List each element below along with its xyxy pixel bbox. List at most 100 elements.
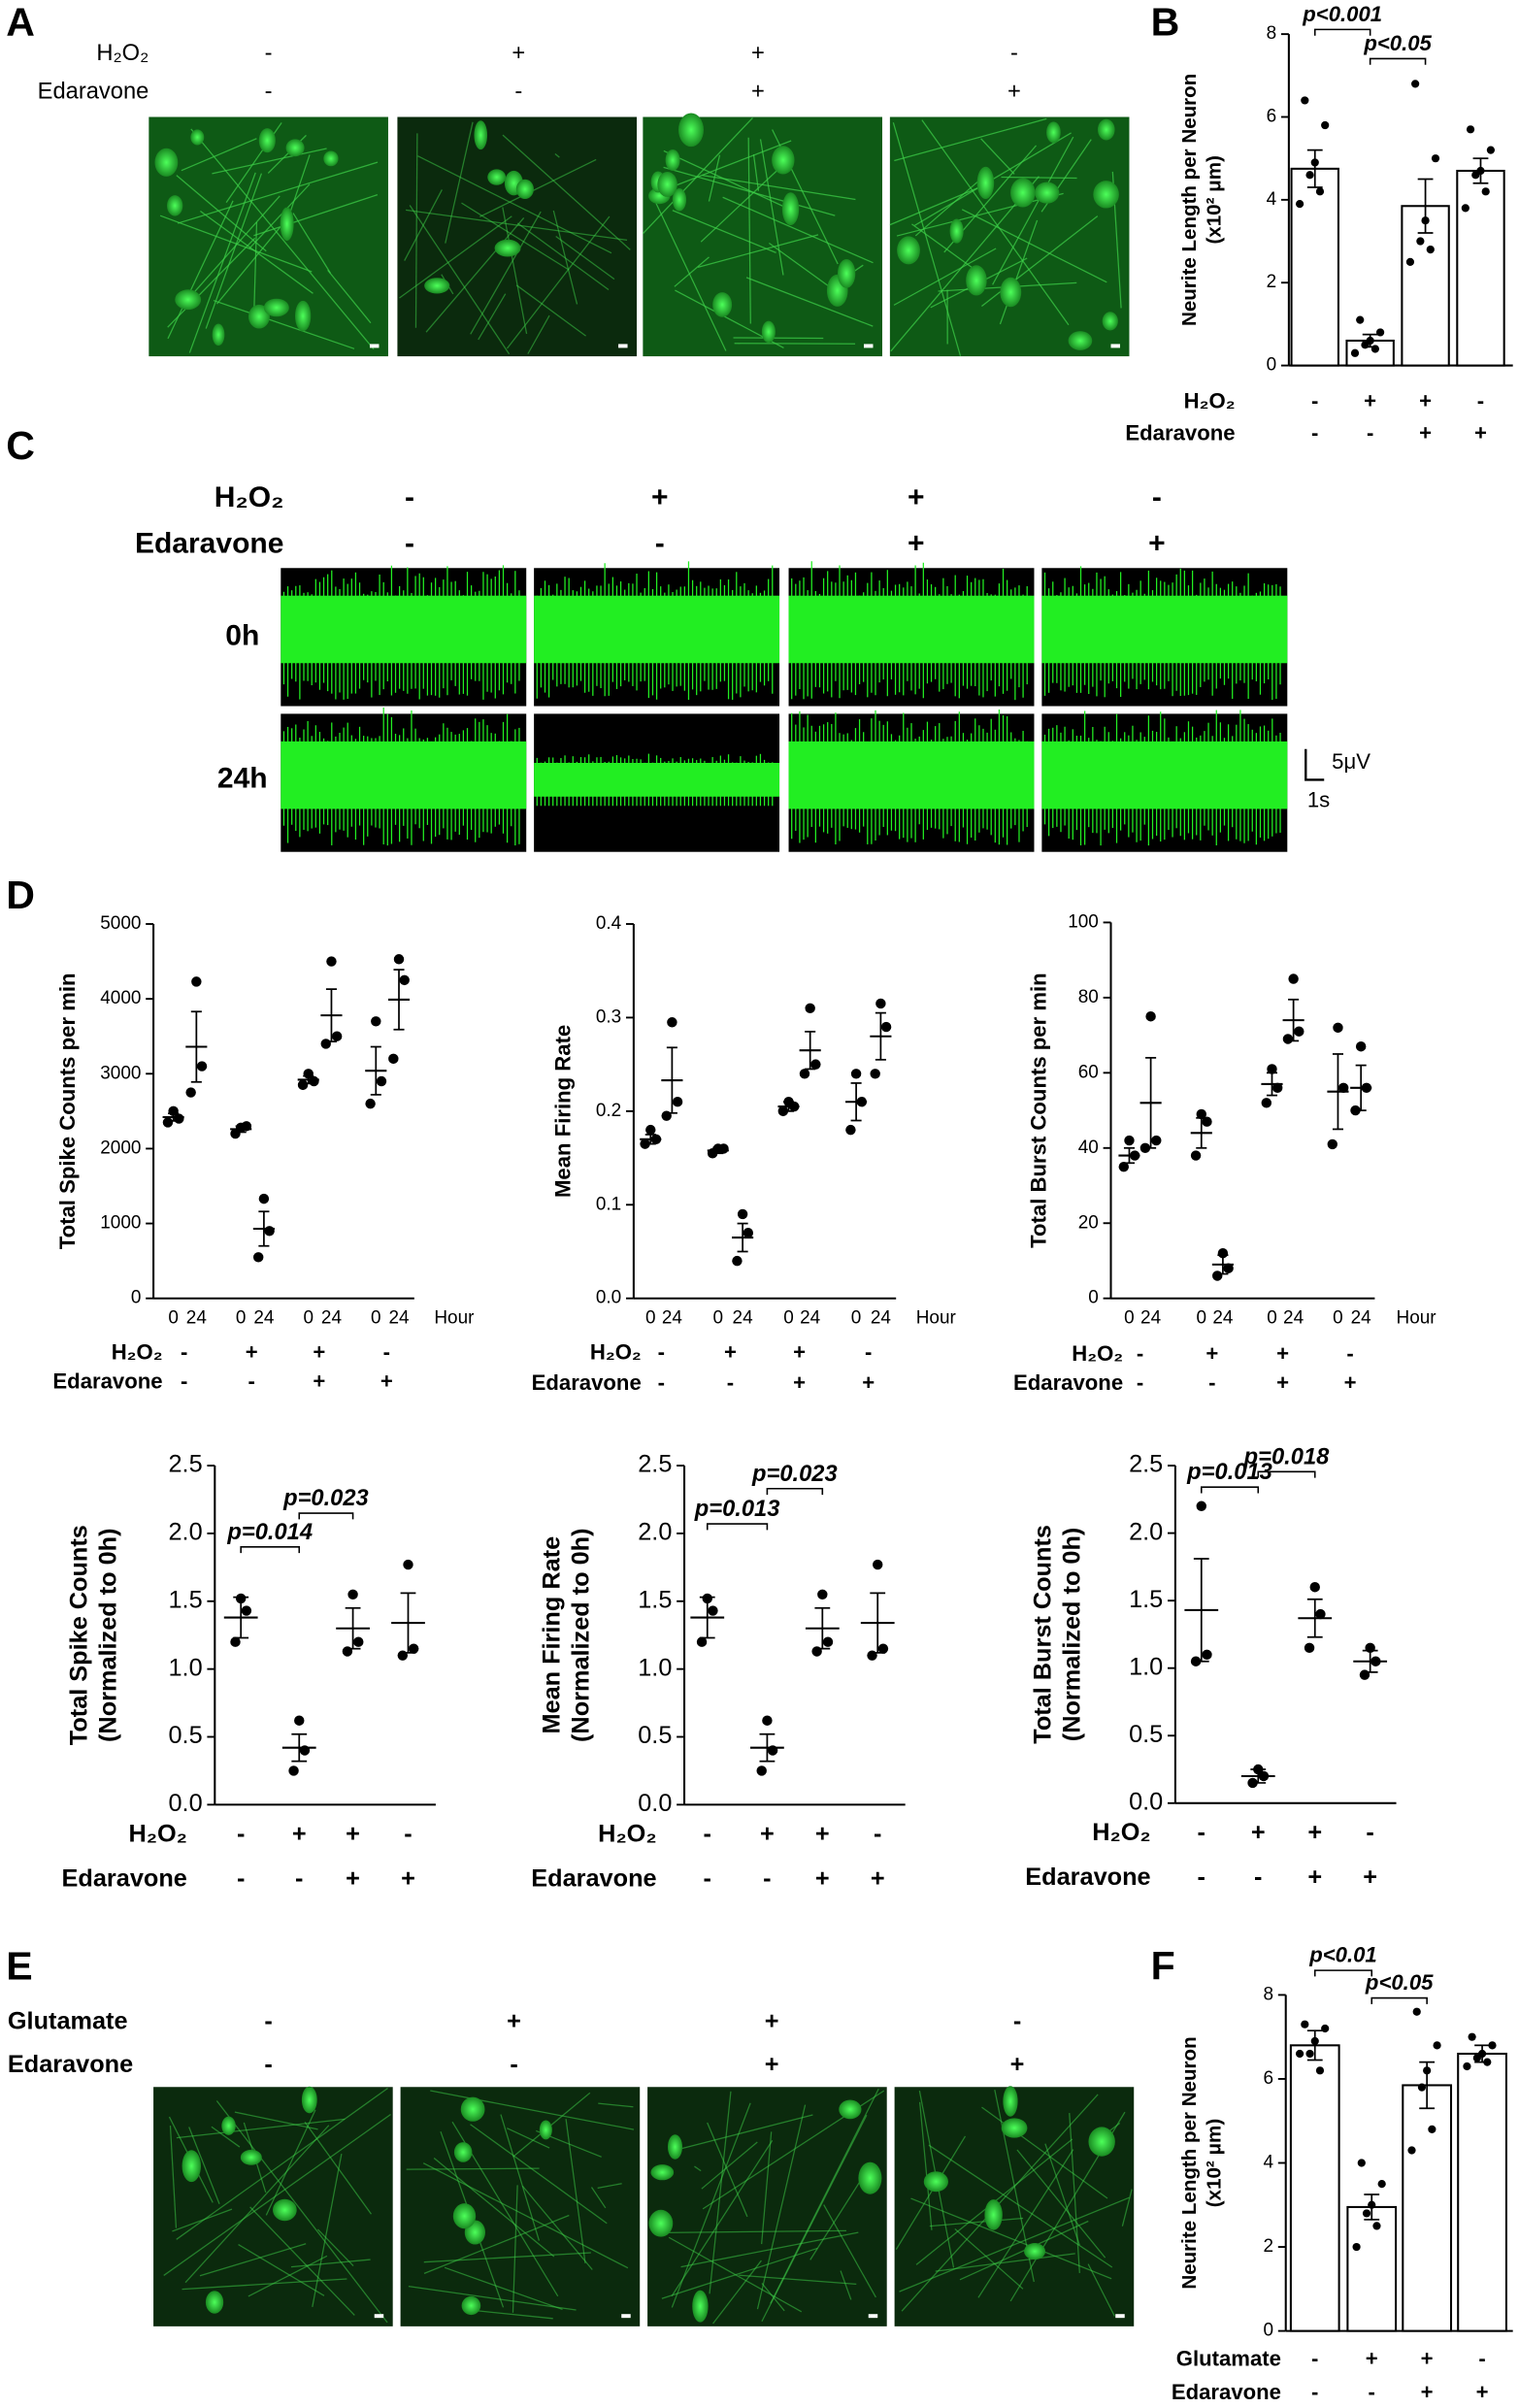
data-point: [783, 1097, 794, 1107]
neurite: [980, 138, 1015, 175]
cell-body: [966, 265, 987, 296]
neurite: [265, 2109, 316, 2216]
scale-bar: [1115, 2314, 1125, 2319]
condition-sign: -: [248, 1369, 255, 1394]
condition-label: Edaravone: [1125, 421, 1235, 445]
condition-sign: +: [1476, 2380, 1489, 2404]
data-point: [258, 1193, 270, 1204]
y-tick-label: 0.4: [596, 913, 621, 934]
condition-label: H₂O₂: [590, 1339, 642, 1364]
y-axis-label: Total Spike Counts: [66, 1525, 93, 1745]
neurite: [565, 2119, 586, 2263]
scale-label: 1s: [1307, 787, 1330, 811]
neurite: [663, 140, 792, 191]
y-tick-label: 100: [1068, 911, 1099, 932]
scale-bar: [374, 2314, 384, 2319]
neurite: [414, 133, 418, 328]
neurite: [327, 269, 372, 324]
y-axis-label: Total Burst Counts per min: [1027, 973, 1051, 1248]
data-point: [1261, 1098, 1272, 1108]
data-point: [1271, 1082, 1283, 1094]
cell-body: [221, 2116, 236, 2135]
cell-body: [494, 239, 521, 257]
y-tick-label: 2.5: [169, 1451, 203, 1478]
micrograph: [643, 116, 882, 357]
neurite: [671, 2102, 751, 2308]
data-point: [1288, 973, 1299, 984]
significance-label: p=0.013: [694, 1497, 780, 1522]
cell-body: [667, 2134, 683, 2160]
neurite: [654, 200, 727, 351]
cell-body: [1046, 121, 1061, 144]
data-point: [347, 1589, 358, 1600]
y-tick-label: 4000: [100, 988, 141, 1008]
cell-body: [285, 139, 305, 157]
data-point: [1301, 96, 1309, 105]
condition-sign: -: [1346, 1341, 1353, 1366]
x-tick-label: 0: [645, 1307, 656, 1328]
data-point: [1282, 1034, 1294, 1044]
data-point: [672, 1097, 683, 1107]
data-point: [875, 998, 886, 1009]
bar: [1456, 169, 1505, 367]
data-point: [732, 1255, 743, 1267]
data-point: [1431, 154, 1440, 163]
neurite: [399, 215, 512, 299]
neurite: [702, 174, 856, 201]
scale-bar: [868, 2314, 878, 2319]
neurite: [674, 256, 710, 287]
condition-label: H₂O₂: [215, 481, 284, 513]
neurite: [176, 2088, 388, 2240]
x-tick-label: 24: [321, 1307, 342, 1328]
condition-sign: +: [1205, 1341, 1218, 1366]
panel-letter: F: [1151, 1943, 1175, 1988]
data-point: [1423, 2066, 1432, 2075]
condition-sign: +: [1148, 527, 1166, 559]
data-point: [1321, 120, 1330, 130]
y-tick-label: 2: [1267, 272, 1277, 292]
neurite: [889, 183, 986, 226]
neurite: [238, 2244, 325, 2296]
data-point: [1372, 2222, 1381, 2230]
significance-bracket: [1313, 28, 1371, 36]
neurite: [163, 2114, 391, 2276]
neurite: [840, 2270, 852, 2300]
data-point: [331, 1031, 343, 1041]
neurite: [598, 2102, 634, 2108]
y-tick-label: 0.5: [169, 1722, 203, 1749]
neurite: [894, 117, 1047, 162]
condition-sign: +: [1421, 2346, 1434, 2370]
y-tick-label: 6: [1267, 107, 1277, 127]
neurite: [642, 116, 753, 235]
data-point: [1466, 125, 1475, 134]
neurite: [211, 2126, 241, 2148]
condition-sign: +: [760, 1821, 775, 1848]
neurite: [234, 2111, 318, 2130]
data-point: [799, 1069, 810, 1079]
condition-sign: +: [1276, 1370, 1289, 1395]
neurite: [759, 139, 784, 276]
condition-sign: -: [1208, 1370, 1215, 1395]
cell-body: [897, 236, 920, 265]
data-point: [870, 1069, 880, 1079]
y-axis-label: (Normalized to 0h): [568, 1528, 595, 1742]
data-point: [174, 1113, 184, 1124]
condition-sign: -: [1010, 41, 1018, 66]
data-point: [1377, 2180, 1386, 2189]
data-point: [252, 1252, 264, 1263]
condition-sign: -: [874, 1821, 881, 1848]
neurite: [661, 2247, 818, 2299]
y-tick-label: 3000: [100, 1063, 141, 1083]
condition-sign: -: [727, 1370, 734, 1395]
condition-sign: +: [862, 1370, 875, 1395]
condition-sign: -: [1198, 1864, 1205, 1891]
neurite: [169, 2126, 178, 2228]
cell-body: [949, 218, 964, 244]
neurite: [177, 161, 379, 224]
x-axis-unit: Hour: [1397, 1307, 1436, 1328]
neurite: [188, 172, 256, 353]
data-point: [1365, 1642, 1375, 1654]
neurite: [205, 173, 263, 329]
neurite: [253, 194, 379, 237]
panel-letter: B: [1151, 0, 1180, 45]
